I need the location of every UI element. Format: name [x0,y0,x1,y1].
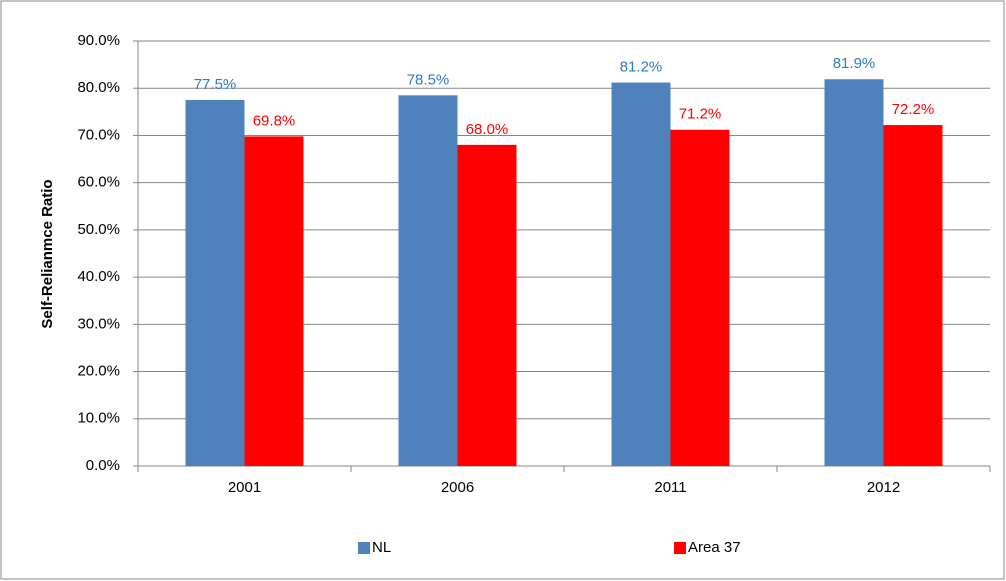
y-tick-label: 20.0% [77,363,120,380]
y-tick-label: 90.0% [77,32,120,49]
bar [883,125,943,467]
data-label: 72.2% [892,101,935,118]
y-tick-label: 70.0% [77,126,120,143]
x-tick-label: 2006 [441,479,474,496]
x-tick-label: 2012 [867,479,900,496]
bar [244,136,304,466]
data-label: 77.5% [194,76,237,93]
y-tick-label: 40.0% [77,268,120,285]
data-label: 69.8% [253,112,296,129]
data-label: 71.2% [679,106,722,123]
data-label: 81.9% [833,55,876,72]
data-label: 68.0% [466,121,509,138]
bar [824,79,884,466]
bar [670,129,730,466]
bar [611,82,671,467]
bar [457,144,517,466]
y-tick-label: 0.0% [86,457,120,474]
legend-swatch [358,542,370,554]
legend-swatch [674,542,686,554]
data-label: 78.5% [407,71,450,88]
y-tick-label: 10.0% [77,410,120,427]
y-axis-label: Self-Relianmce Ratio [39,179,56,328]
bar [398,95,458,467]
y-tick-label: 50.0% [77,221,120,238]
x-tick-label: 2001 [228,479,261,496]
legend-label: NL [372,539,391,556]
y-tick-label: 80.0% [77,79,120,96]
data-label: 81.2% [620,59,663,76]
legend-label: Area 37 [688,539,741,556]
y-tick-label: 60.0% [77,174,120,191]
y-tick-label: 30.0% [77,315,120,332]
bar [185,100,245,467]
x-tick-label: 2011 [654,479,686,496]
